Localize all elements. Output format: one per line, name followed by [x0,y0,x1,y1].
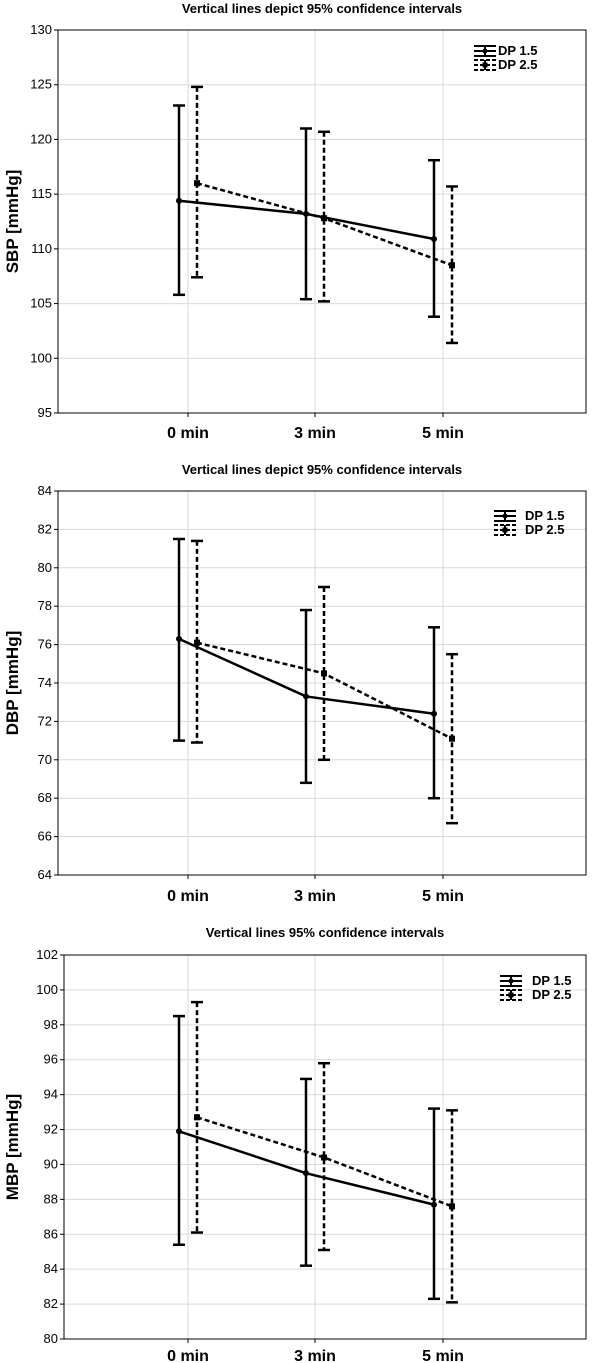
data-point [431,1201,437,1208]
chart-panel-3: Vertical lines 95% confidence intervals 8… [3,925,587,1363]
y-tick-label: 70 [38,752,52,767]
y-tick-label: 105 [30,296,52,311]
y-tick-label: 84 [44,1261,58,1276]
x-tick-label: 0 min [167,888,209,905]
legend-marker [502,513,508,519]
y-tick-label: 115 [31,186,52,201]
data-point [449,735,455,742]
x-tick-label: 0 min [167,425,209,442]
data-point [176,635,182,642]
y-tick-label: 110 [31,241,52,256]
y-tick-label: 66 [38,829,52,844]
y-tick-label: 100 [36,982,58,997]
y-tick-label: 98 [44,1017,58,1032]
series-line-2 [196,1116,453,1208]
data-point [194,1114,200,1121]
data-point [303,1170,309,1177]
legend-label: DP 2.5 [532,987,572,1002]
legend-label: DP 1.5 [532,973,572,988]
x-tick-label: 0 min [167,1348,209,1363]
plot-frame [63,954,587,1340]
x-tick-label: 3 min [294,425,336,442]
data-point [321,215,327,222]
data-point [303,693,309,700]
y-tick-label: 120 [30,131,52,146]
y-tick-label: 92 [44,1122,58,1137]
y-tick-label: 90 [44,1156,58,1171]
legend-marker [502,527,508,533]
y-tick-label: 80 [38,560,52,575]
chart-title: Vertical lines depict 95% confidence int… [182,1,462,16]
legend-marker [508,992,514,998]
legend-label: DP 2.5 [525,522,565,537]
data-point [449,1203,455,1210]
chart-title: Vertical lines 95% confidence intervals [206,925,444,940]
y-axis-label: SBP [mmHg] [3,170,22,274]
y-tick-label: 74 [38,675,52,690]
legend-marker [508,978,514,984]
chart-title: Vertical lines depict 95% confidence int… [182,462,462,477]
y-tick-label: 130 [30,22,52,37]
data-point [431,236,437,243]
plot-frame [57,29,587,414]
y-tick-label: 94 [44,1087,58,1102]
legend-label: DP 1.5 [498,43,538,58]
y-axis-label: MBP [mmHg] [3,1094,22,1200]
x-tick-label: 3 min [294,888,336,905]
y-tick-label: 68 [38,790,52,805]
chart-panel-1: Vertical lines depict 95% confidence int… [3,1,587,442]
data-point [321,670,327,677]
x-tick-label: 3 min [294,1348,336,1363]
y-tick-label: 95 [38,405,52,420]
y-tick-label: 86 [44,1226,58,1241]
data-point [194,639,200,646]
y-tick-label: 78 [38,598,52,613]
data-point [321,1154,327,1161]
y-tick-label: 102 [36,947,58,962]
y-tick-label: 82 [38,521,52,536]
y-tick-label: 96 [44,1052,58,1067]
legend-label: DP 1.5 [525,508,565,523]
y-tick-label: 64 [38,867,52,882]
y-tick-label: 72 [38,713,52,728]
chart-panel-2: Vertical lines depict 95% confidence int… [3,462,587,905]
y-tick-label: 82 [44,1296,58,1311]
plot-frame [57,490,587,876]
legend-marker [482,48,488,54]
y-tick-label: 125 [30,77,52,92]
data-point [194,180,200,187]
y-tick-label: 88 [44,1191,58,1206]
y-axis-label: DBP [mmHg] [3,631,22,736]
data-point [176,197,182,204]
y-tick-label: 84 [38,483,52,498]
data-point [176,1128,182,1135]
x-tick-label: 5 min [422,1348,464,1363]
data-point [449,262,455,269]
y-tick-label: 100 [30,350,52,365]
x-tick-label: 5 min [422,888,464,905]
y-tick-label: 80 [44,1331,58,1346]
data-point [431,710,437,717]
x-tick-label: 5 min [422,425,464,442]
y-tick-label: 76 [38,637,52,652]
legend-marker [482,62,488,68]
legend-label: DP 2.5 [498,57,538,72]
